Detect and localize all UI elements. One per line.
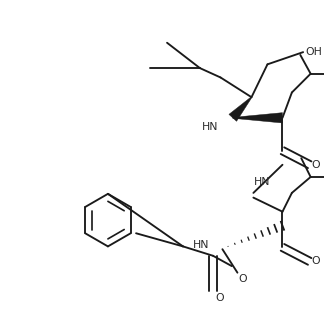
Text: HN: HN	[253, 177, 270, 187]
Polygon shape	[229, 97, 252, 121]
Text: O: O	[238, 274, 247, 284]
Text: HN: HN	[193, 240, 209, 250]
Text: O: O	[312, 256, 320, 266]
Text: O: O	[215, 293, 224, 303]
Text: O: O	[312, 160, 320, 170]
Text: OH: OH	[305, 47, 322, 57]
Polygon shape	[233, 113, 282, 123]
Text: HN: HN	[202, 122, 218, 132]
